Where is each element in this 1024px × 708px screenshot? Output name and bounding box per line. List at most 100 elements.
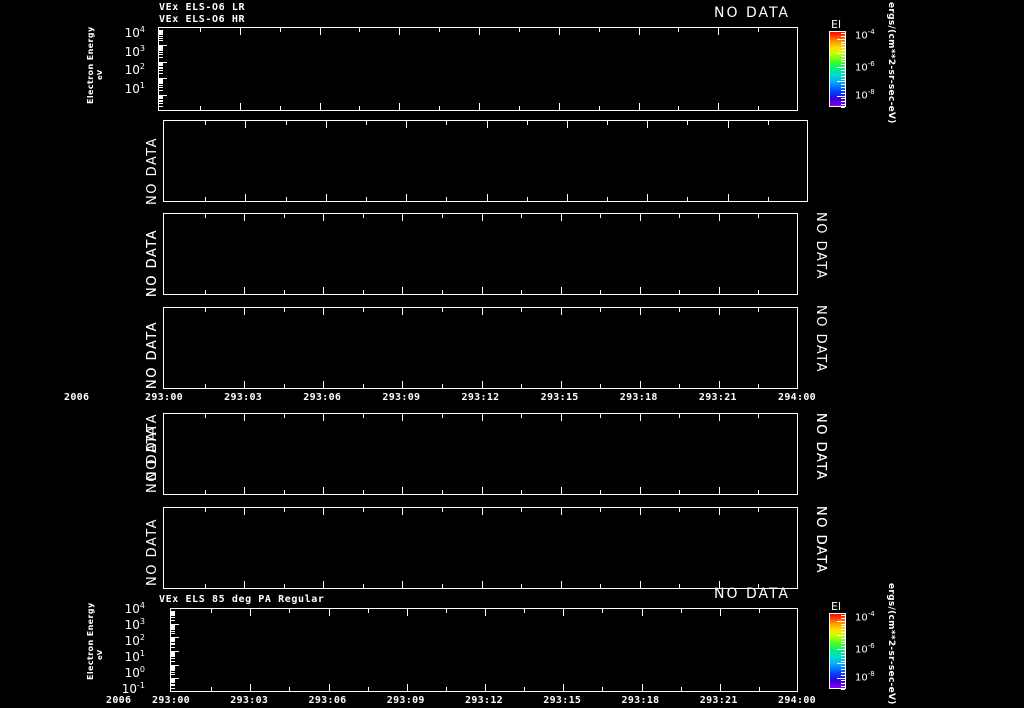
axis-tick <box>280 28 281 32</box>
axis-tick <box>567 194 568 201</box>
axis-tick <box>402 287 403 294</box>
axis-tick <box>442 508 443 512</box>
y-axis-tick <box>159 78 167 79</box>
y-axis-tick <box>159 87 163 88</box>
y-axis-tick <box>171 647 175 648</box>
y-axis-tick <box>171 680 175 681</box>
y-axis-tick <box>159 38 163 39</box>
y-axis-tick <box>171 652 175 653</box>
spectrogram-panel-3[interactable] <box>163 213 798 295</box>
axis-tick <box>402 381 403 388</box>
spectrogram-panel-5[interactable] <box>163 413 798 495</box>
axis-tick <box>245 194 246 201</box>
colorbar-tick <box>841 36 845 37</box>
axis-tick <box>366 121 367 125</box>
y-axis-tick <box>159 100 163 101</box>
axis-tick <box>600 490 601 494</box>
top-ytick-label-4: 104 <box>124 25 145 40</box>
y-axis-tick <box>171 615 175 616</box>
axis-tick <box>640 381 641 388</box>
panel-5-top-ticks <box>164 414 797 421</box>
colorbar-tick <box>841 652 845 653</box>
colorbar-tick <box>841 47 845 48</box>
x-axis-tick-label: 293:21 <box>699 695 738 706</box>
axis-tick <box>244 414 245 421</box>
axis-tick <box>679 308 680 312</box>
colorbar-tick <box>841 101 845 102</box>
axis-tick <box>439 106 440 110</box>
axis-tick <box>286 121 287 125</box>
axis-tick <box>640 414 641 421</box>
y-axis-tick <box>159 98 163 99</box>
axis-tick <box>758 290 759 294</box>
axis-tick <box>521 584 522 588</box>
axis-tick <box>519 28 520 32</box>
axis-tick <box>758 308 759 312</box>
axis-tick <box>482 508 483 515</box>
top-panel-title-hr: VEx ELS-O6 HR <box>159 14 246 25</box>
top-colorbar[interactable] <box>829 31 846 108</box>
axis-tick <box>359 28 360 32</box>
axis-tick <box>326 121 327 128</box>
colorbar-tick <box>841 42 845 43</box>
y-axis-tick <box>171 639 175 640</box>
y-axis-tick <box>159 47 163 48</box>
axis-tick <box>363 214 364 218</box>
y-axis-tick <box>159 106 163 107</box>
axis-tick <box>640 308 641 315</box>
axis-tick <box>561 214 562 221</box>
axis-tick <box>284 214 285 218</box>
axis-tick <box>402 581 403 588</box>
axis-tick <box>446 197 447 201</box>
spectrogram-panel-2[interactable] <box>163 120 808 202</box>
axis-tick <box>687 121 688 125</box>
y-axis-tick <box>159 65 163 66</box>
axis-tick <box>323 414 324 421</box>
y-axis-tick <box>159 54 163 55</box>
panel-5-bottom-ticks <box>164 487 797 494</box>
axis-tick <box>718 103 719 110</box>
axis-tick <box>521 290 522 294</box>
colorbar-tick <box>837 39 845 40</box>
colorbar-tick <box>841 79 845 80</box>
top-cbar-label-m4: 10-4 <box>855 28 875 42</box>
axis-tick <box>399 28 400 35</box>
y-axis-tick <box>159 96 163 97</box>
axis-tick <box>759 687 760 691</box>
colorbar-tick <box>841 666 845 667</box>
y-axis-tick <box>171 688 175 689</box>
y-axis-tick <box>159 62 167 63</box>
spectrogram-panel-1[interactable] <box>158 27 798 111</box>
axis-tick <box>487 194 488 201</box>
colorbar-tick <box>841 618 845 619</box>
bottom-ytick-label-3: 103 <box>124 617 145 632</box>
axis-tick <box>244 508 245 515</box>
top-cbar-label-m6: 10-6 <box>855 60 875 74</box>
axis-tick <box>642 684 643 691</box>
x-axis-tick-label: 293:06 <box>308 695 347 706</box>
axis-tick <box>599 28 600 32</box>
y-axis-tick <box>171 613 175 614</box>
spectrogram-panel-7[interactable] <box>170 608 798 692</box>
colorbar-tick <box>841 64 845 65</box>
panel-4-bottom-ticks <box>164 381 797 388</box>
axis-tick <box>718 28 719 35</box>
bottom-colorbar[interactable] <box>829 613 846 690</box>
colorbar-tick <box>841 632 845 633</box>
axis-tick <box>284 414 285 418</box>
panel-2-top-ticks <box>164 121 807 128</box>
axis-tick <box>482 287 483 294</box>
y-axis-tick <box>159 73 163 74</box>
colorbar-tick <box>841 689 845 690</box>
x-axis-tick-label: 293:12 <box>461 392 500 403</box>
colorbar-tick <box>841 683 845 684</box>
y-axis-tick <box>159 57 163 58</box>
axis-tick <box>758 214 759 218</box>
axis-tick <box>211 687 212 691</box>
bottom-cbar-label-m4: 10-4 <box>855 610 875 624</box>
axis-tick <box>567 121 568 128</box>
axis-tick <box>244 287 245 294</box>
spectrogram-panel-4[interactable] <box>163 307 798 389</box>
y-axis-tick <box>171 669 175 670</box>
spectrogram-panel-6[interactable] <box>163 507 798 589</box>
